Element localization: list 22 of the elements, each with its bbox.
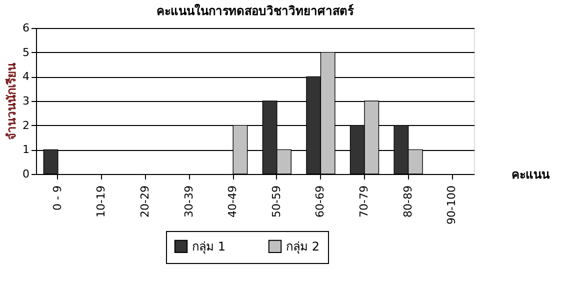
y-tick-label: 1 [22,143,30,156]
chart-title: คะแนนในการทดสอบวิชาวิทยาศาสตร์ [156,3,354,18]
y-tick-label: 0 [22,168,30,180]
y-axis-title: จำนวนนักเรียน [4,62,18,140]
x-tick-label: 50-59 [270,186,283,218]
y-tick-label: 5 [22,46,30,59]
x-tick-label: 40-49 [226,186,240,218]
legend-label: กลุ่ม 2 [286,239,320,254]
x-axis-title: คะแนน [512,168,550,182]
y-tick-label: 4 [22,70,30,84]
x-tick-label: 80-89 [401,186,414,218]
x-tick-label: 20-29 [138,186,152,218]
y-tick-label: 2 [22,118,30,132]
x-tick-label: 0 - 9 [50,186,64,210]
x-tick-label: 60-69 [314,186,327,218]
x-tick-label: 90-100 [445,186,458,224]
y-tick-label: 6 [22,22,30,34]
y-tick-label: 3 [22,94,30,108]
legend-label: กลุ่ม 1 [192,239,226,254]
x-tick-label: 10-19 [94,186,108,218]
x-tick-label: 30-39 [182,186,196,218]
x-tick-label: 70-79 [358,186,370,218]
